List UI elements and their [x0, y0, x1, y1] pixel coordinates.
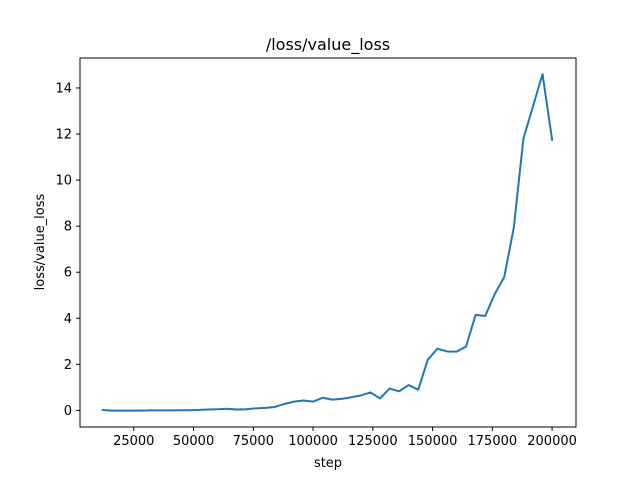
- x-tick-label: 25000: [113, 434, 154, 449]
- x-axis-label: step: [314, 456, 342, 471]
- y-tick-label: 10: [55, 174, 72, 189]
- x-axis-ticks: 25000 50000 75000 100000 125000 150000 175000 2…: [113, 427, 577, 449]
- x-tick-label: 200000: [527, 434, 577, 449]
- x-tick-label: 50000: [173, 434, 214, 449]
- series-layer: [101, 73, 554, 412]
- y-axis-ticks: 0 2 4 6 8 10 12 14: [55, 81, 80, 419]
- y-tick-label: 4: [64, 312, 72, 327]
- x-tick-label: 150000: [408, 434, 458, 449]
- y-tick-label: 12: [55, 128, 72, 143]
- chart-title: /loss/value_loss: [266, 35, 390, 55]
- y-tick-label: 6: [64, 266, 72, 281]
- x-tick-label: 100000: [288, 434, 338, 449]
- series-line: [101, 73, 554, 412]
- x-tick-label: 75000: [233, 434, 274, 449]
- y-tick-label: 8: [64, 220, 72, 235]
- x-tick-label: 125000: [348, 434, 398, 449]
- plot-frame: [79, 57, 577, 428]
- y-tick-label: 0: [64, 404, 72, 419]
- x-tick-label: 175000: [468, 434, 518, 449]
- y-tick-label: 2: [64, 358, 72, 373]
- y-tick-label: 14: [55, 81, 72, 96]
- y-axis-label: loss/value_loss: [33, 193, 48, 290]
